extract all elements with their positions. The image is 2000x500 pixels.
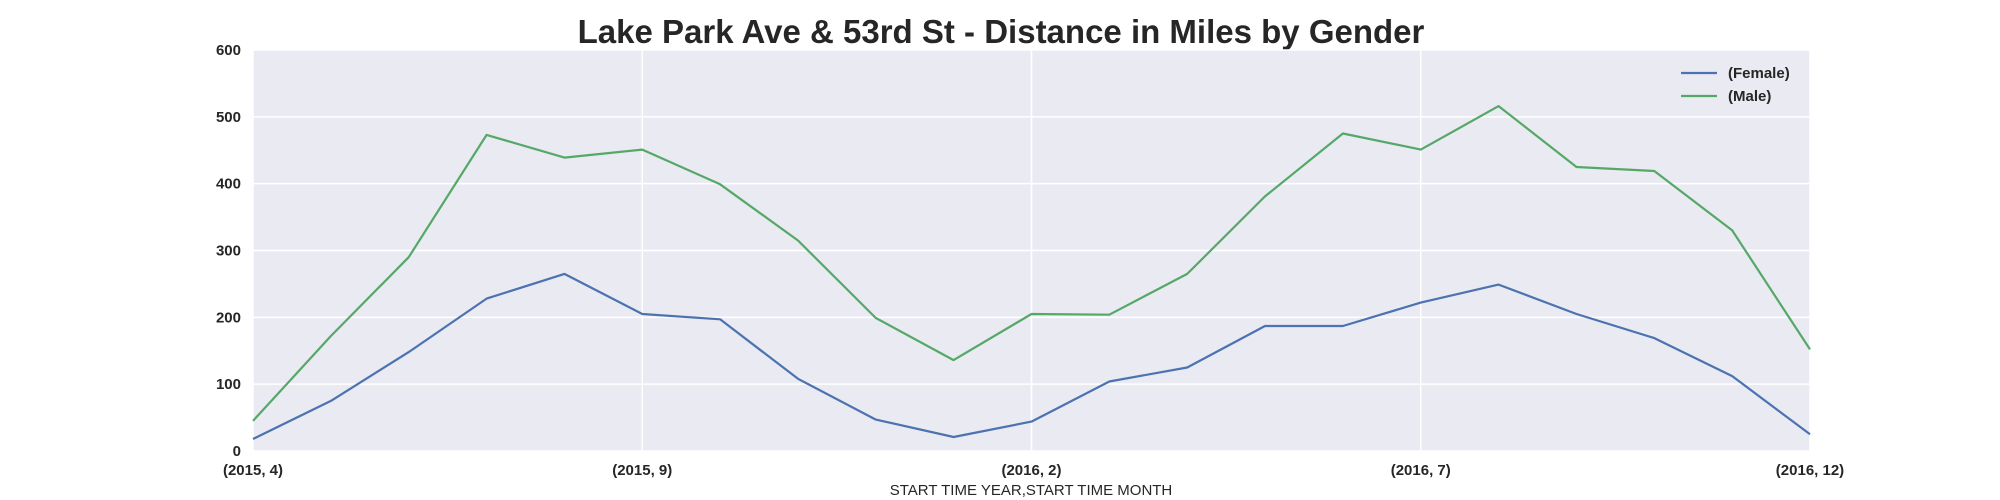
legend-label-female: (Female) (1728, 65, 1790, 82)
x-tick-label: (2016, 7) (1391, 462, 1451, 479)
y-tick-label: 500 (216, 109, 241, 126)
x-tick-label: (2016, 12) (1776, 462, 1844, 479)
x-tick-label: (2016, 2) (1001, 462, 1061, 479)
y-tick-label: 100 (216, 376, 241, 393)
y-tick-label: 200 (216, 309, 241, 326)
y-tick-label: 600 (216, 42, 241, 59)
y-tick-label: 300 (216, 243, 241, 260)
y-tick-label: 400 (216, 176, 241, 193)
y-tick-label: 0 (233, 443, 241, 460)
legend: (Female) (Male) (1681, 65, 1790, 105)
x-tick-label: (2015, 4) (223, 462, 283, 479)
x-tick-label: (2015, 9) (612, 462, 672, 479)
series-line-male (252, 104, 1811, 422)
series-line-female (252, 272, 1811, 440)
legend-label-male: (Male) (1728, 88, 1771, 105)
x-axis-label: START TIME YEAR,START TIME MONTH (890, 482, 1173, 499)
chart-title: Lake Park Ave & 53rd St - Distance in Mi… (578, 13, 1425, 50)
